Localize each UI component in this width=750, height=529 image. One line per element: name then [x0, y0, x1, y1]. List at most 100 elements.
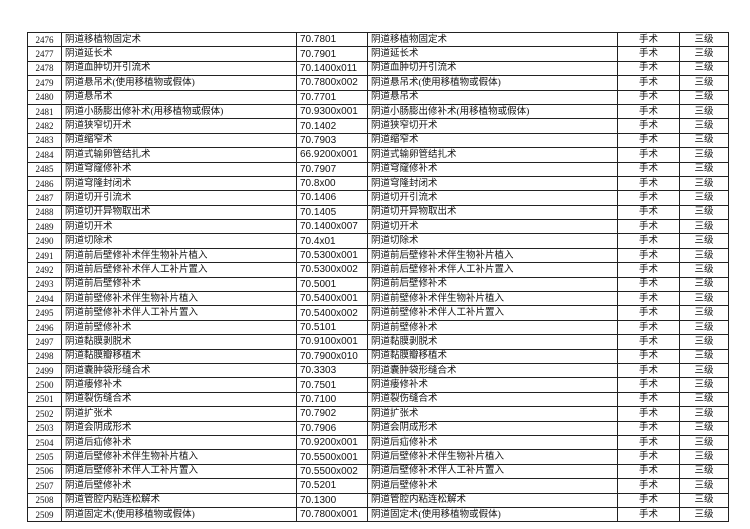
procedure-code-cell: 70.7800x002: [296, 75, 368, 91]
table-body: 2476 阴道移植物固定术 70.7801 阴道移植物固定术 手术 三级 2477 阴道延长术…: [27, 31, 729, 523]
procedure-name-cell: 阴道囊肿袋形缝合术: [61, 362, 297, 379]
category-cell: 手术: [617, 89, 680, 105]
procedure-name-2-cell: 阴道前壁修补术伴生物补片植入: [367, 291, 618, 307]
procedure-code-cell: 70.7501: [296, 377, 368, 393]
category-cell: 手术: [617, 147, 680, 163]
level-cell: 三级: [679, 305, 729, 321]
procedure-name-cell: 阴道前壁修补术伴人工补片置入: [61, 305, 297, 321]
procedure-code-cell: 70.7901: [296, 46, 368, 62]
procedure-code-cell: 70.9100x001: [296, 334, 368, 350]
procedure-name-cell: 阴道后疝修补术: [61, 434, 297, 451]
procedure-name-cell: 阴道悬吊术: [61, 89, 297, 105]
row-number-cell: 2479: [27, 75, 62, 91]
procedure-name-2-cell: 阴道后壁修补术: [367, 478, 618, 494]
row-number-cell: 2499: [27, 362, 62, 379]
procedure-code-cell: 70.5300x002: [296, 262, 368, 278]
procedure-code-cell: 70.5400x002: [296, 305, 368, 321]
procedure-name-2-cell: 阴道黏膜剥脱术: [367, 334, 618, 350]
procedure-name-cell: 阴道切除术: [61, 233, 297, 249]
category-cell: 手术: [617, 348, 680, 364]
table-row: 2486 阴道穹隆封闭术 70.8x00 阴道穹隆封闭术 手术 三级: [27, 175, 729, 192]
level-cell: 三级: [679, 118, 729, 134]
procedure-name-2-cell: 阴道前后壁修补术伴生物补片植入: [367, 247, 618, 264]
procedure-code-cell: 70.5400x001: [296, 291, 368, 307]
level-cell: 三级: [679, 89, 729, 105]
row-number-cell: 2492: [27, 262, 62, 278]
table-row: 2502 阴道扩张术 70.7902 阴道扩张术 手术 三级: [27, 406, 729, 422]
procedure-name-cell: 阴道前后壁修补术伴人工补片置入: [61, 262, 297, 278]
table-row: 2485 阴道穹窿修补术 70.7907 阴道穹窿修补术 手术 三级: [27, 161, 729, 177]
table-row: 2496 阴道前壁修补术 70.5101 阴道前壁修补术 手术 三级: [27, 319, 729, 336]
procedure-code-cell: 70.5500x002: [296, 463, 368, 480]
table-row: 2500 阴道瘘修补术 70.7501 阴道瘘修补术 手术 三级: [27, 377, 729, 393]
level-cell: 三级: [679, 377, 729, 393]
category-cell: 手术: [617, 175, 680, 192]
level-cell: 三级: [679, 492, 729, 508]
level-cell: 三级: [679, 204, 729, 221]
table-row: 2497 阴道黏膜剥脱术 70.9100x001 阴道黏膜剥脱术 手术 三级: [27, 334, 729, 350]
procedure-name-cell: 阴道小肠膨出修补术(用移植物或假体): [61, 103, 297, 120]
procedure-code-cell: 70.9200x001: [296, 434, 368, 451]
procedure-code-cell: 70.7906: [296, 420, 368, 436]
category-cell: 手术: [617, 190, 680, 206]
table-row: 2482 阴道狭窄切开术 70.1402 阴道狭窄切开术 手术 三级: [27, 118, 729, 134]
category-cell: 手术: [617, 291, 680, 307]
table-row: 2490 阴道切除术 70.4x01 阴道切除术 手术 三级: [27, 233, 729, 249]
row-number-cell: 2483: [27, 132, 62, 149]
category-cell: 手术: [617, 103, 680, 120]
row-number-cell: 2480: [27, 89, 62, 105]
procedure-code-cell: 66.9200x001: [296, 147, 368, 163]
procedure-code-cell: 70.7800x001: [296, 506, 368, 523]
category-cell: 手术: [617, 233, 680, 249]
category-cell: 手术: [617, 118, 680, 134]
row-number-cell: 2493: [27, 276, 62, 293]
table-row: 2487 阴道切开引流术 70.1406 阴道切开引流术 手术 三级: [27, 190, 729, 206]
procedure-code-cell: 70.4x01: [296, 233, 368, 249]
level-cell: 三级: [679, 147, 729, 163]
procedure-name-2-cell: 阴道管腔内粘连松解术: [367, 492, 618, 508]
procedure-name-cell: 阴道黏膜瓣移植术: [61, 348, 297, 364]
table-row: 2501 阴道裂伤缝合术 70.7100 阴道裂伤缝合术 手术 三级: [27, 391, 729, 408]
table-row: 2509 阴道固定术(使用移植物或假体) 70.7800x001 阴道固定术(使用移植…: [27, 506, 729, 523]
procedure-code-cell: 70.1400x007: [296, 219, 368, 235]
procedure-code-cell: 70.5201: [296, 478, 368, 494]
procedure-name-cell: 阴道会阴成形术: [61, 420, 297, 436]
row-number-cell: 2504: [27, 434, 62, 451]
procedure-name-cell: 阴道穹窿修补术: [61, 161, 297, 177]
row-number-cell: 2506: [27, 463, 62, 480]
category-cell: 手术: [617, 31, 680, 48]
row-number-cell: 2486: [27, 175, 62, 192]
procedure-name-cell: 阴道延长术: [61, 46, 297, 62]
category-cell: 手术: [617, 492, 680, 508]
level-cell: 三级: [679, 219, 729, 235]
category-cell: 手术: [617, 463, 680, 480]
level-cell: 三级: [679, 75, 729, 91]
table-row: 2488 阴道切开异物取出术 70.1405 阴道切开异物取出术 手术 三级: [27, 204, 729, 221]
procedure-code-cell: 70.5300x001: [296, 247, 368, 264]
procedure-name-cell: 阴道后壁修补术: [61, 478, 297, 494]
procedure-name-cell: 阴道切开术: [61, 219, 297, 235]
row-number-cell: 2505: [27, 449, 62, 465]
row-number-cell: 2484: [27, 147, 62, 163]
procedure-name-cell: 阴道前壁修补术: [61, 319, 297, 336]
row-number-cell: 2497: [27, 334, 62, 350]
procedure-name-2-cell: 阴道式输卵管结扎术: [367, 147, 618, 163]
procedure-name-2-cell: 阴道瘘修补术: [367, 377, 618, 393]
procedure-name-2-cell: 阴道囊肿袋形缝合术: [367, 362, 618, 379]
category-cell: 手术: [617, 247, 680, 264]
table-row: 2493 阴道前后壁修补术 70.5001 阴道前后壁修补术 手术 三级: [27, 276, 729, 293]
row-number-cell: 2491: [27, 247, 62, 264]
row-number-cell: 2488: [27, 204, 62, 221]
procedure-code-cell: 70.7801: [296, 31, 368, 48]
procedure-code-cell: 70.1300: [296, 492, 368, 508]
procedure-name-2-cell: 阴道缩窄术: [367, 132, 618, 149]
category-cell: 手术: [617, 219, 680, 235]
level-cell: 三级: [679, 291, 729, 307]
procedure-name-2-cell: 阴道裂伤缝合术: [367, 391, 618, 408]
procedure-code-cell: 70.7903: [296, 132, 368, 149]
table-row: 2480 阴道悬吊术 70.7701 阴道悬吊术 手术 三级: [27, 89, 729, 105]
level-cell: 三级: [679, 319, 729, 336]
procedure-name-2-cell: 阴道延长术: [367, 46, 618, 62]
table-row: 2498 阴道黏膜瓣移植术 70.7900x010 阴道黏膜瓣移植术 手术 三级: [27, 348, 729, 364]
procedure-code-cell: 70.1406: [296, 190, 368, 206]
